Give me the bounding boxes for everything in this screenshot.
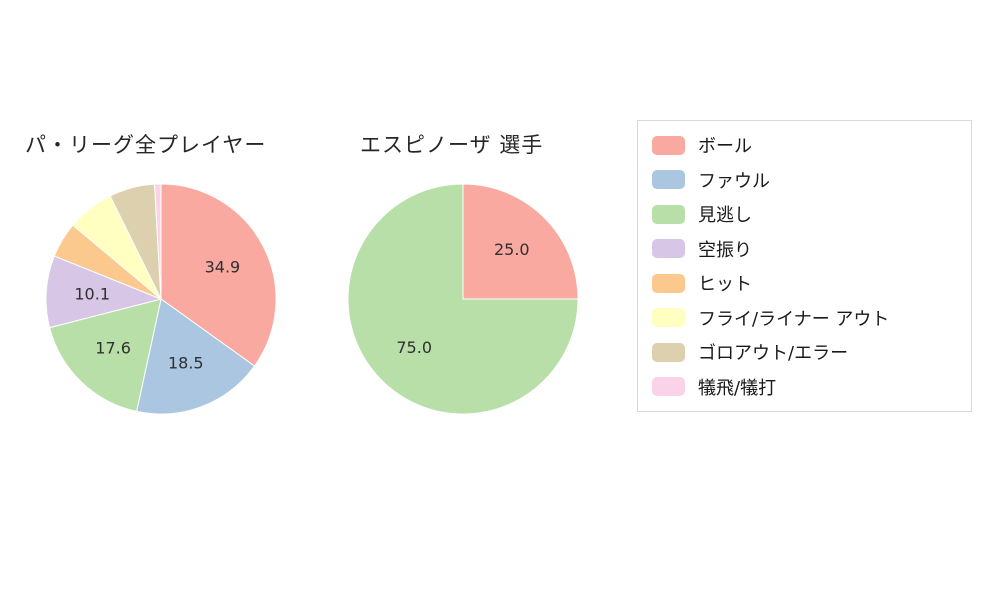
legend-swatch (652, 273, 685, 293)
pie-slice (45, 255, 163, 329)
legend-swatch (652, 377, 685, 397)
pie-slice (347, 183, 579, 415)
legend-item: 犠飛/犠打 (638, 370, 971, 404)
slice-value-label: 18.5 (168, 353, 204, 372)
legend-swatch (652, 170, 685, 190)
legend-item: ボール (638, 128, 971, 162)
pie-slice (136, 298, 256, 415)
slice-value-label: 17.6 (95, 339, 131, 358)
slice-value-label: 25.0 (494, 240, 530, 259)
right-chart-title: エスピノーザ 選手 (360, 133, 544, 157)
legend-swatch (652, 239, 685, 259)
legend-item: 空振り (638, 232, 971, 266)
legend-item-label: ゴロアウト/エラー (698, 343, 849, 365)
slice-value-label: 34.9 (205, 258, 241, 277)
pie-slice (49, 298, 162, 412)
legend-item: 見逃し (638, 197, 971, 231)
slice-value-label: 75.0 (396, 338, 432, 357)
legend: ボールファウル見逃し空振りヒットフライ/ライナー アウト ゴロアウト/エラー 犠飛/… (637, 120, 972, 412)
pie-slice (160, 183, 277, 367)
legend-item-label: 空振り (698, 239, 752, 261)
legend-swatch (652, 342, 685, 362)
legend-item-label: 犠飛/犠打 (698, 377, 777, 399)
legend-item-label: 見逃し (698, 205, 752, 227)
slice-value-label: 10.1 (74, 285, 110, 304)
pie-slice (462, 183, 579, 300)
legend-item: ファウル (638, 163, 971, 197)
legend-swatch (652, 308, 685, 328)
legend-item-label: ボール (698, 136, 752, 158)
legend-swatch (652, 204, 685, 224)
left-chart-title: パ・リーグ全プレイヤー (25, 133, 267, 157)
legend-item-label: ファウル (698, 170, 770, 192)
legend-item-label: フライ/ライナー アウト (698, 308, 890, 330)
legend-item-label: ヒット (698, 274, 752, 296)
legend-swatch (652, 135, 685, 155)
legend-item: ゴロアウト/エラー (638, 335, 971, 369)
left-pie-chart: 34.9 18.5 17.6 10.1 (45, 183, 277, 415)
legend-item: フライ/ライナー アウト (638, 301, 971, 335)
pie-slice (153, 183, 162, 300)
right-pie-chart: 25.0 75.0 (347, 183, 579, 415)
legend-item: ヒット (638, 266, 971, 300)
